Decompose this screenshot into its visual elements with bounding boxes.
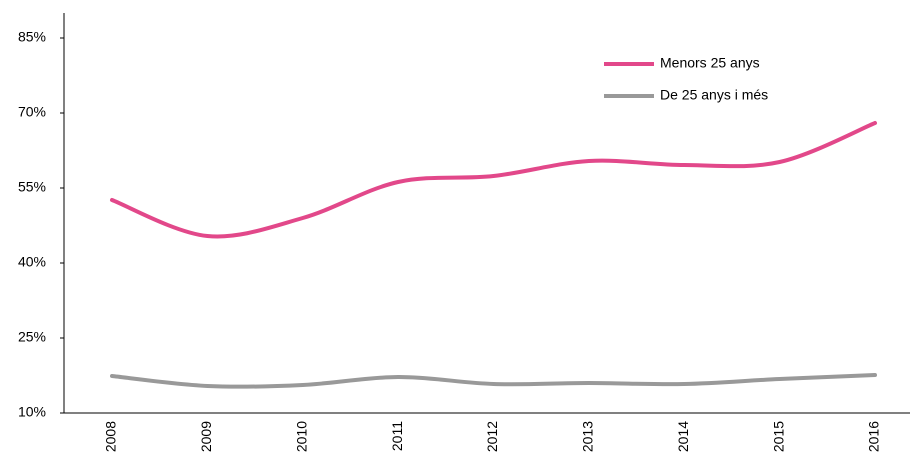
x-tick-label: 2012 [484, 421, 500, 452]
x-tick-label: 2008 [103, 421, 119, 452]
line [110, 121, 877, 239]
legend-label: De 25 anys i més [660, 87, 768, 103]
y-tick-label: 70% [18, 104, 46, 120]
x-tick-label: 2010 [293, 421, 309, 452]
x-tick-label: 2016 [866, 421, 882, 452]
x-tick-label: 2014 [675, 421, 691, 452]
line [110, 373, 877, 389]
legend-label: Menors 25 anys [660, 55, 760, 71]
x-tick-label: 2009 [198, 421, 214, 452]
y-tick-label: 85% [18, 29, 46, 45]
y-tick-label: 55% [18, 179, 46, 195]
x-tick-label: 2013 [580, 421, 596, 452]
y-tick-label: 40% [18, 254, 46, 270]
y-tick-label: 10% [18, 404, 46, 420]
y-tick-label: 25% [18, 329, 46, 345]
x-tick-label: 2015 [770, 421, 786, 452]
x-tick-label: 2011 [389, 421, 405, 451]
